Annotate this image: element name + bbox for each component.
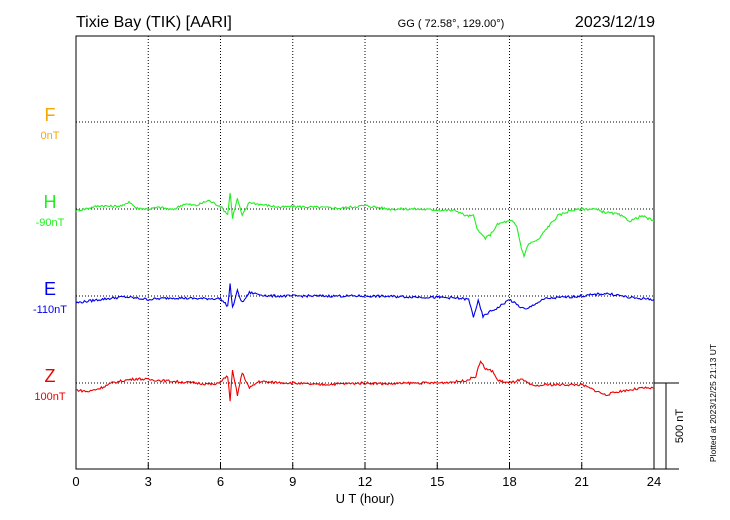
x-tick-label: 21 xyxy=(575,474,589,489)
series-baseline-h: -90nT xyxy=(36,217,65,229)
series-label-e: E xyxy=(44,279,56,299)
series-label-f: F xyxy=(45,105,56,125)
series-line-z xyxy=(75,360,655,402)
plotted-timestamp: Plotted at 2023/12/25 21:13 UT xyxy=(708,344,718,462)
chart-date: 2023/12/19 xyxy=(575,14,655,31)
x-tick-label: 12 xyxy=(358,474,372,489)
chart-title: Tixie Bay (TIK) [AARI] xyxy=(76,14,232,31)
x-axis: 0 3 6 9 12 15 18 21 24 xyxy=(72,463,661,489)
series-line-h xyxy=(75,192,655,259)
x-tick-label: 9 xyxy=(289,474,296,489)
scale-bar: 500 nT xyxy=(654,382,686,470)
series-baseline-z: 100nT xyxy=(34,391,65,403)
series-label-h: H xyxy=(44,192,57,212)
x-tick-label: 24 xyxy=(647,474,661,489)
x-tick-label: 3 xyxy=(145,474,152,489)
x-tick-label: 18 xyxy=(502,474,516,489)
series-baseline-e: -110nT xyxy=(33,304,67,316)
x-tick-label: 0 xyxy=(72,474,79,489)
scale-bar-label: 500 nT xyxy=(674,409,686,444)
grid-lines xyxy=(147,36,583,469)
series-line-e xyxy=(75,283,655,319)
series-labels: F 0nT H -90nT E -110nT Z 100nT xyxy=(33,105,67,403)
series-label-z: Z xyxy=(45,366,56,386)
x-tick-label: 6 xyxy=(217,474,224,489)
x-tick-label: 15 xyxy=(430,474,444,489)
data-series xyxy=(75,192,655,402)
station-coordinates: GG ( 72.58°, 129.00°) xyxy=(398,18,505,30)
series-baseline-f: 0nT xyxy=(41,130,60,142)
x-axis-label: U T (hour) xyxy=(336,491,395,506)
